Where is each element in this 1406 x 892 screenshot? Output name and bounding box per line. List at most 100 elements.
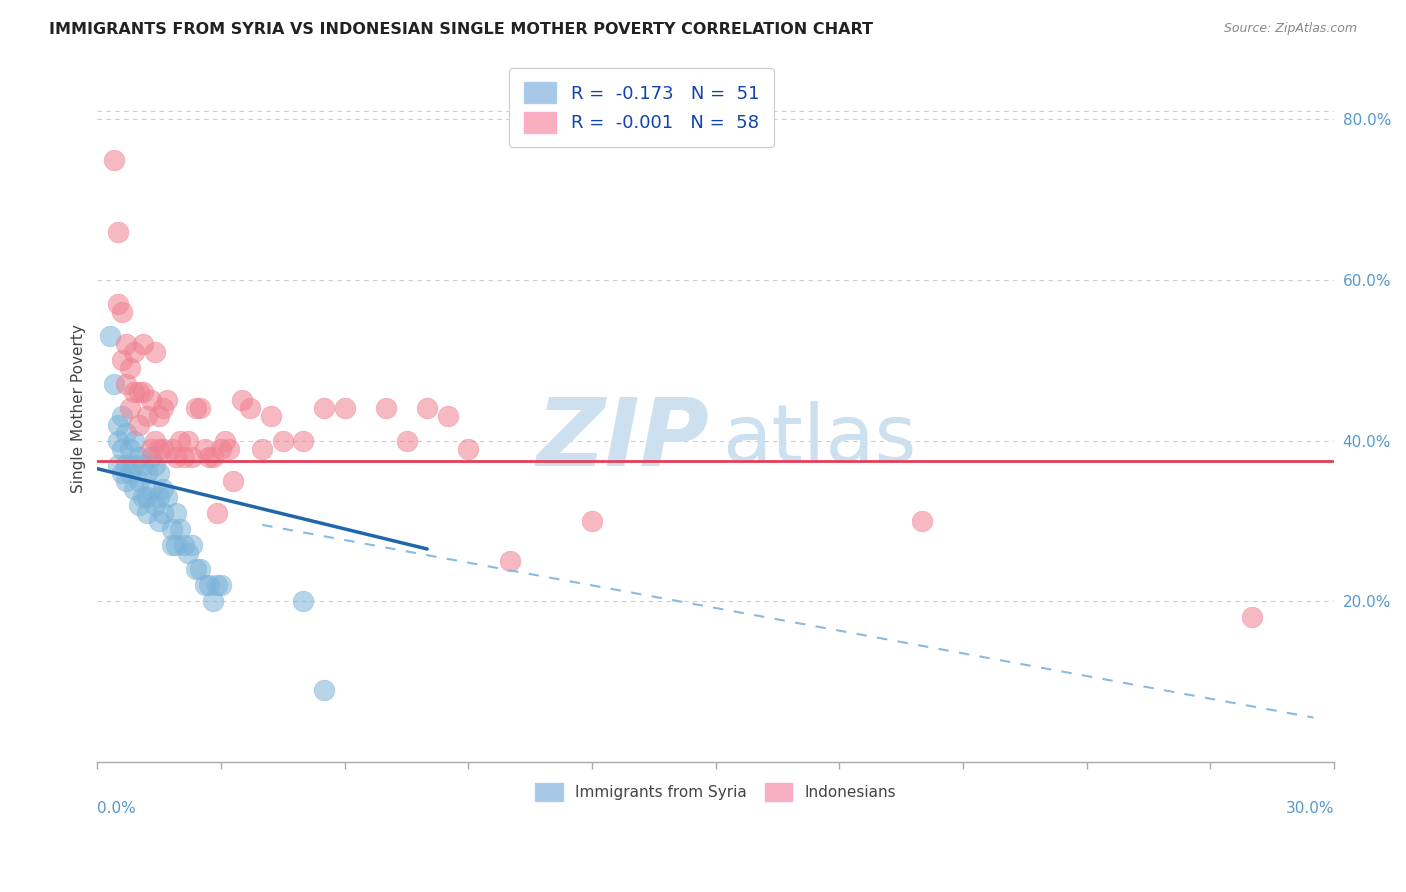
Point [181,450,204,464]
Point [314,682,336,697]
Point [111,305,134,319]
Point [214,434,236,448]
Point [131,337,153,351]
Point [169,434,191,448]
Point [193,578,215,592]
Point [135,506,157,520]
Point [209,442,232,456]
Point [107,225,129,239]
Point [333,401,356,416]
Point [314,401,336,416]
Point [148,409,170,424]
Point [292,594,315,608]
Point [139,442,162,456]
Point [124,458,146,472]
Point [156,490,179,504]
Point [115,458,138,472]
Point [128,450,150,464]
Point [201,450,224,464]
Point [107,297,129,311]
Point [152,442,174,456]
Text: IMMIGRANTS FROM SYRIA VS INDONESIAN SINGLE MOTHER POVERTY CORRELATION CHART: IMMIGRANTS FROM SYRIA VS INDONESIAN SING… [49,22,873,37]
Point [416,401,439,416]
Point [124,434,146,448]
Point [120,466,142,480]
Point [173,450,195,464]
Point [186,401,208,416]
Point [177,546,200,560]
Point [135,490,157,504]
Point [143,458,166,472]
Point [103,153,125,167]
Point [98,329,121,343]
Point [148,490,170,504]
Point [120,401,142,416]
Point [135,466,157,480]
Point [139,393,162,408]
Point [107,458,129,472]
Point [124,385,146,400]
Point [128,385,150,400]
Point [115,337,138,351]
Point [139,482,162,496]
Text: 30.0%: 30.0% [1285,801,1334,815]
Point [120,361,142,376]
Point [160,442,183,456]
Point [457,442,479,456]
Point [222,474,245,488]
Point [152,506,174,520]
Point [259,409,281,424]
Point [115,474,138,488]
Point [148,442,170,456]
Point [190,401,212,416]
Legend: Immigrants from Syria, Indonesians: Immigrants from Syria, Indonesians [529,777,903,807]
Point [201,594,224,608]
Point [115,377,138,392]
Text: ZIP: ZIP [537,394,710,486]
Point [231,393,253,408]
Text: 0.0%: 0.0% [97,801,136,815]
Point [190,562,212,576]
Point [124,482,146,496]
Point [173,538,195,552]
Point [111,353,134,368]
Point [193,442,215,456]
Point [239,401,262,416]
Point [186,562,208,576]
Point [581,514,603,528]
Text: atlas: atlas [721,401,917,479]
Point [160,538,183,552]
Point [148,466,170,480]
Point [169,522,191,536]
Point [165,450,187,464]
Point [252,442,274,456]
Point [143,434,166,448]
Point [152,401,174,416]
Point [374,401,396,416]
Point [209,578,232,592]
Point [165,538,187,552]
Point [395,434,418,448]
Point [197,578,219,592]
Point [205,578,228,592]
Point [205,506,228,520]
Point [111,409,134,424]
Point [498,554,520,568]
Point [218,442,240,456]
Point [128,474,150,488]
Point [271,434,294,448]
Point [165,506,187,520]
Point [181,538,204,552]
Point [120,442,142,456]
Point [911,514,934,528]
Point [107,434,129,448]
Point [160,522,183,536]
Point [131,458,153,472]
Point [111,466,134,480]
Point [111,442,134,456]
Point [131,385,153,400]
Point [177,434,200,448]
Point [124,345,146,359]
Point [143,498,166,512]
Point [128,417,150,432]
